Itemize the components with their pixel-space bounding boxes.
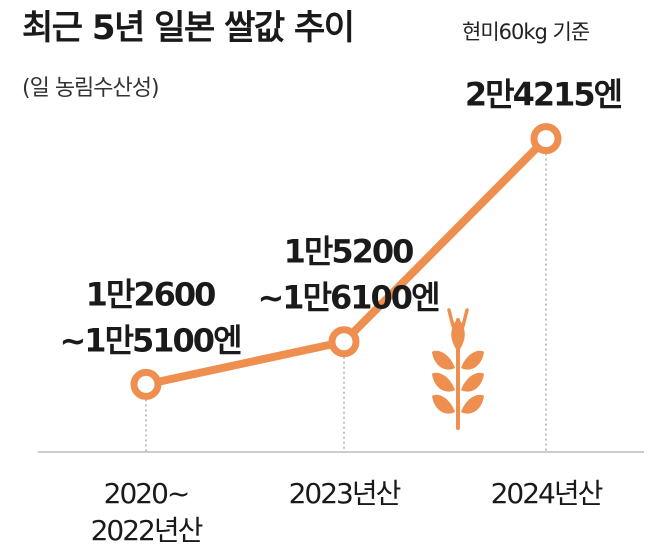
data-point: [530, 123, 562, 155]
chart-title: 최근 5년 일본 쌀값 추이: [22, 8, 355, 48]
wheat-kernel: [461, 372, 484, 392]
wheat-kernel: [432, 350, 455, 370]
x-tick-label: 2023년산: [289, 477, 401, 510]
data-label: 1만5200: [284, 233, 414, 271]
chart-source: (일 농림수산성): [22, 76, 160, 101]
data-label: 1만2600: [86, 275, 216, 313]
wheat-awn: [447, 308, 455, 328]
wheat-kernel: [461, 394, 484, 414]
data-point: [130, 368, 162, 400]
x-tick-label: 2022년산: [91, 514, 203, 547]
x-tick-label: 2024년산: [491, 477, 603, 510]
data-markers: [130, 123, 562, 400]
data-label: ~1만6100엔: [257, 279, 439, 317]
data-point: [328, 326, 360, 358]
chart-subtitle: 현미60kg 기준: [462, 20, 590, 44]
wheat-awn: [461, 308, 469, 328]
wheat-icon: [432, 308, 484, 430]
wheat-kernel: [461, 350, 484, 370]
wheat-kernel: [432, 394, 455, 414]
data-label: 2만4215엔: [465, 76, 622, 114]
data-label: ~1만5100엔: [59, 321, 241, 359]
x-tick-label: 2020~: [104, 477, 189, 510]
x-tick-labels: 2020~ 2022년산 2023년산 2024년산: [91, 477, 605, 547]
data-labels: 1만2600 ~1만5100엔 1만5200 ~1만6100엔 2만4215엔: [59, 76, 623, 360]
wheat-kernel: [432, 372, 455, 392]
